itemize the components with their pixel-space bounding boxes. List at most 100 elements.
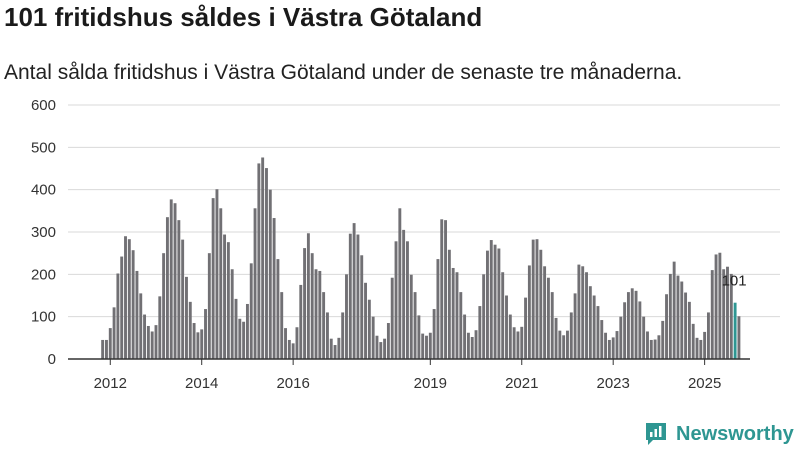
chart-title: 101 fritidshus såldes i Västra Götaland <box>4 2 483 32</box>
bar <box>714 254 718 359</box>
bar <box>383 338 387 359</box>
bar <box>371 316 375 359</box>
bar <box>352 223 356 359</box>
bar <box>600 320 604 359</box>
bar <box>630 288 634 359</box>
bar <box>413 292 417 359</box>
bar <box>581 266 585 359</box>
bar <box>668 273 672 359</box>
y-tick-label: 0 <box>48 351 56 368</box>
bar <box>379 342 383 359</box>
bar <box>558 330 562 359</box>
brand-logo[interactable]: Newsworthy <box>644 420 794 448</box>
bar <box>604 332 608 359</box>
bar <box>474 330 478 359</box>
bar <box>200 329 204 359</box>
bar <box>116 273 120 359</box>
bar <box>139 293 143 359</box>
bar <box>729 273 733 359</box>
bar <box>253 208 257 359</box>
bar <box>367 299 371 359</box>
bar <box>531 239 535 359</box>
bar <box>169 199 173 359</box>
bar <box>649 339 653 359</box>
bar <box>447 249 451 359</box>
bar <box>546 277 550 359</box>
bar <box>676 275 680 359</box>
bar <box>493 244 497 359</box>
bar <box>661 320 665 359</box>
bar <box>303 248 307 359</box>
bar <box>508 314 512 359</box>
bar <box>105 339 108 359</box>
bars <box>101 157 741 359</box>
bar <box>463 314 467 359</box>
bar-highlight <box>733 302 737 359</box>
brand-name: Newsworthy <box>676 422 794 445</box>
bar <box>726 266 729 359</box>
chart-subtitle: Antal sålda fritidshus i Västra Götaland… <box>4 61 683 84</box>
bar <box>665 294 668 359</box>
bar <box>486 250 489 359</box>
bar <box>569 312 573 359</box>
bar <box>505 295 508 359</box>
y-axis: 0 100 200 300 400 500 600 <box>31 97 56 368</box>
bar <box>684 292 688 359</box>
bar <box>516 331 520 359</box>
bar <box>261 157 265 359</box>
bar <box>173 203 177 359</box>
bar <box>497 248 501 359</box>
x-tick-label: 2014 <box>185 375 218 392</box>
bar <box>124 236 127 359</box>
bar <box>192 323 196 359</box>
bar <box>131 250 135 359</box>
bar <box>345 274 348 359</box>
bar <box>501 272 505 359</box>
bar <box>188 301 192 359</box>
bar <box>394 241 398 359</box>
bar <box>245 303 249 359</box>
y-tick-label: 200 <box>31 266 56 283</box>
x-axis: 2012 2014 2016 2019 2021 2023 2025 <box>68 358 750 392</box>
bar <box>626 292 630 359</box>
bar <box>409 274 413 359</box>
bar <box>543 266 547 359</box>
bar <box>322 292 326 359</box>
gridlines <box>68 104 780 318</box>
bar <box>181 239 185 359</box>
bar <box>436 259 440 359</box>
bar <box>535 239 539 359</box>
bar <box>512 327 516 359</box>
bar <box>356 234 360 359</box>
bar <box>360 255 364 359</box>
bar <box>204 309 207 359</box>
bar <box>364 282 367 359</box>
bar <box>432 309 436 359</box>
bar <box>150 331 154 359</box>
x-tick-label: 2025 <box>688 375 721 392</box>
bar <box>489 240 493 359</box>
bar <box>234 298 238 359</box>
bar <box>211 198 215 359</box>
bar <box>619 316 623 359</box>
bar <box>207 253 211 359</box>
bar <box>108 328 112 359</box>
bar <box>623 302 627 359</box>
bar <box>112 307 116 359</box>
bar <box>699 339 703 359</box>
bar <box>143 314 147 359</box>
bar <box>722 269 726 359</box>
bar <box>329 338 333 359</box>
newsworthy-logo-icon <box>646 423 666 445</box>
bar <box>657 335 661 359</box>
x-tick-label: 2016 <box>276 375 309 392</box>
bar <box>390 277 394 359</box>
bar <box>226 242 230 359</box>
bar <box>687 301 691 359</box>
bar <box>455 272 459 359</box>
bar <box>737 316 741 359</box>
bar <box>470 336 474 359</box>
bar <box>215 189 219 359</box>
bar <box>562 335 566 359</box>
bar <box>482 274 486 359</box>
